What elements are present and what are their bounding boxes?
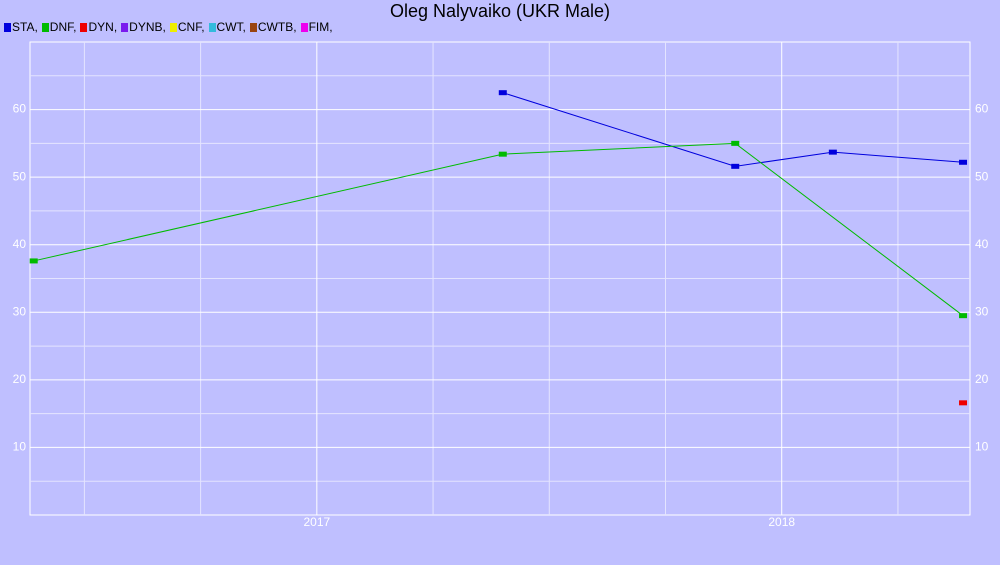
legend-label: STA	[12, 20, 35, 34]
legend-label: FIM	[308, 20, 330, 34]
legend-label: CWT	[216, 20, 243, 34]
point-marker	[731, 140, 740, 146]
point-marker	[828, 149, 837, 155]
chart-title: Oleg Nalyvaiko (UKR Male)	[390, 1, 610, 21]
legend-separator: ,	[73, 20, 77, 34]
legend-separator: ,	[113, 20, 118, 34]
legend-separator: ,	[34, 20, 38, 34]
point-marker	[498, 90, 507, 96]
x-tick-label: 2018	[768, 515, 795, 529]
y-tick-label: 30	[13, 304, 27, 318]
point-marker	[959, 400, 968, 406]
y-tick-label-right: 60	[975, 102, 989, 116]
legend-swatch	[300, 23, 308, 32]
legend-separator: ,	[162, 20, 166, 34]
y-tick-label-right: 20	[975, 372, 989, 386]
legend-swatch	[4, 23, 11, 32]
point-marker	[498, 151, 507, 157]
legend-swatch	[80, 23, 88, 32]
legend-swatch	[169, 23, 177, 32]
legend-item: CNF,	[169, 20, 205, 34]
legend: STA, DNF, DYN, DYNB, CNF, CWT, CWTB, FIM,	[4, 20, 333, 34]
legend-item: DYNB,	[121, 20, 166, 34]
legend-label: DYN	[88, 20, 114, 34]
legend-label: CWTB	[257, 20, 294, 34]
legend-item: DNF,	[41, 20, 77, 34]
legend-item: STA,	[4, 20, 38, 34]
legend-separator: ,	[293, 20, 297, 34]
point-marker	[731, 163, 740, 169]
point-marker	[959, 313, 968, 319]
legend-swatch	[208, 23, 216, 32]
point-marker	[29, 258, 38, 264]
legend-swatch	[121, 23, 129, 32]
legend-label: CNF	[177, 20, 202, 34]
legend-item: DYN,	[80, 20, 117, 34]
legend-separator: ,	[242, 20, 246, 34]
y-tick-label: 20	[13, 372, 27, 386]
y-tick-label-right: 40	[975, 237, 989, 251]
legend-label: DYNB	[129, 20, 163, 34]
point-marker	[959, 159, 968, 165]
y-tick-label: 10	[13, 440, 27, 454]
legend-item: FIM,	[300, 20, 333, 34]
legend-separator: ,	[329, 20, 333, 34]
y-tick-label: 50	[13, 169, 27, 183]
y-tick-label-right: 30	[975, 304, 989, 318]
legend-item: CWTB,	[249, 20, 297, 34]
y-tick-label-right: 10	[975, 440, 989, 454]
legend-swatch	[41, 23, 49, 32]
legend-label: DNF	[49, 20, 74, 34]
legend-swatch	[249, 23, 257, 32]
y-tick-label: 40	[13, 237, 27, 251]
y-tick-label-right: 50	[975, 169, 989, 183]
legend-item: CWT,	[208, 20, 246, 34]
series-line	[33, 142, 964, 317]
series-line	[502, 92, 964, 167]
legend-separator: ,	[201, 20, 205, 34]
x-tick-label: 2017	[303, 515, 330, 529]
y-tick-label: 60	[13, 102, 27, 116]
